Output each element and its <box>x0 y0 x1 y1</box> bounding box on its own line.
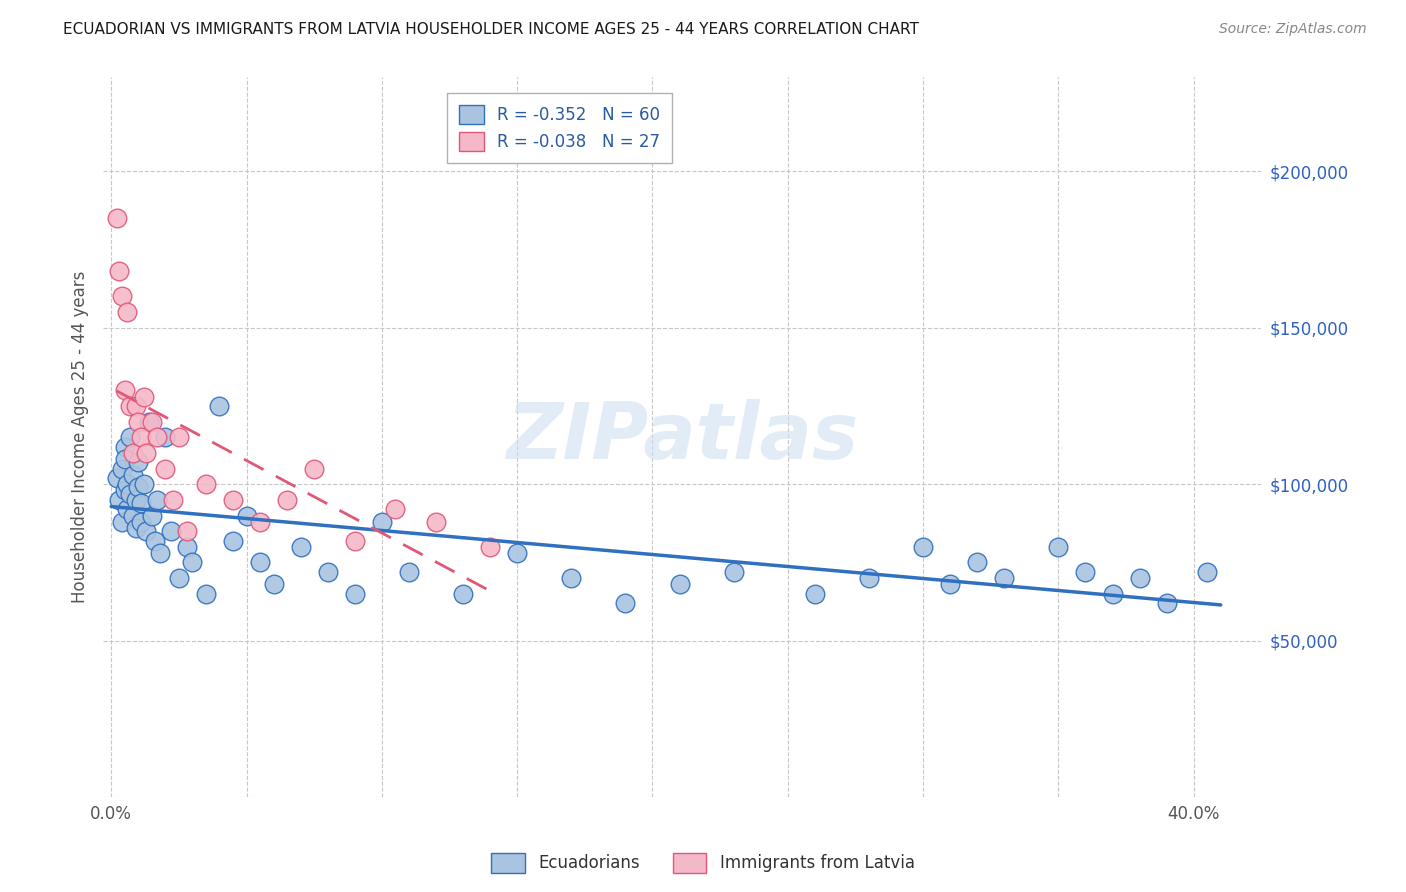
Point <box>120 399 142 413</box>
Text: ZIPatlas: ZIPatlas <box>506 400 859 475</box>
Legend: R = -0.352   N = 60, R = -0.038   N = 27: R = -0.352 N = 60, R = -0.038 N = 27 <box>447 93 672 163</box>
Point <box>117 305 139 319</box>
Point <box>993 571 1015 585</box>
Point <box>1197 565 1219 579</box>
Point <box>114 384 136 398</box>
Point <box>117 502 139 516</box>
Text: Source: ZipAtlas.com: Source: ZipAtlas.com <box>1219 22 1367 37</box>
Point <box>290 540 312 554</box>
Point <box>129 430 152 444</box>
Point <box>124 521 146 535</box>
Point <box>723 565 745 579</box>
Point <box>143 533 166 548</box>
Point <box>668 577 690 591</box>
Point <box>939 577 962 591</box>
Point <box>108 492 131 507</box>
Point <box>181 556 204 570</box>
Point <box>129 496 152 510</box>
Point <box>276 492 298 507</box>
Point <box>132 390 155 404</box>
Point <box>167 571 190 585</box>
Point <box>222 533 245 548</box>
Point <box>371 515 394 529</box>
Point <box>122 446 145 460</box>
Point <box>111 289 134 303</box>
Point <box>1129 571 1152 585</box>
Point <box>114 483 136 498</box>
Point <box>162 492 184 507</box>
Point <box>194 477 217 491</box>
Point <box>120 486 142 500</box>
Point <box>122 508 145 523</box>
Point <box>127 415 149 429</box>
Point <box>149 546 172 560</box>
Point <box>138 415 160 429</box>
Point <box>235 508 257 523</box>
Y-axis label: Householder Income Ages 25 - 44 years: Householder Income Ages 25 - 44 years <box>72 271 89 604</box>
Point <box>398 565 420 579</box>
Point <box>560 571 582 585</box>
Point <box>146 430 169 444</box>
Point <box>384 502 406 516</box>
Point <box>117 477 139 491</box>
Point <box>1074 565 1097 579</box>
Point <box>222 492 245 507</box>
Point <box>114 452 136 467</box>
Point <box>858 571 880 585</box>
Point <box>249 515 271 529</box>
Point <box>105 211 128 226</box>
Point <box>343 587 366 601</box>
Point <box>135 524 157 538</box>
Point <box>114 440 136 454</box>
Point <box>966 556 988 570</box>
Point <box>120 430 142 444</box>
Point <box>506 546 529 560</box>
Point <box>343 533 366 548</box>
Point <box>132 477 155 491</box>
Point <box>176 524 198 538</box>
Point <box>167 430 190 444</box>
Point <box>124 399 146 413</box>
Point <box>614 596 637 610</box>
Point <box>263 577 285 591</box>
Point <box>249 556 271 570</box>
Point <box>124 492 146 507</box>
Point <box>194 587 217 601</box>
Point <box>129 515 152 529</box>
Point <box>122 467 145 482</box>
Point <box>479 540 502 554</box>
Point <box>155 461 177 475</box>
Point <box>316 565 339 579</box>
Point <box>141 508 163 523</box>
Point <box>176 540 198 554</box>
Point <box>108 264 131 278</box>
Point <box>127 480 149 494</box>
Legend: Ecuadorians, Immigrants from Latvia: Ecuadorians, Immigrants from Latvia <box>485 847 921 880</box>
Point <box>127 455 149 469</box>
Point <box>302 461 325 475</box>
Point <box>159 524 181 538</box>
Point <box>912 540 935 554</box>
Point <box>111 515 134 529</box>
Text: ECUADORIAN VS IMMIGRANTS FROM LATVIA HOUSEHOLDER INCOME AGES 25 - 44 YEARS CORRE: ECUADORIAN VS IMMIGRANTS FROM LATVIA HOU… <box>63 22 920 37</box>
Point <box>146 492 169 507</box>
Point <box>1101 587 1123 601</box>
Point <box>141 415 163 429</box>
Point <box>451 587 474 601</box>
Point <box>1156 596 1178 610</box>
Point <box>1047 540 1070 554</box>
Point <box>111 461 134 475</box>
Point <box>105 471 128 485</box>
Point <box>804 587 827 601</box>
Point <box>155 430 177 444</box>
Point <box>425 515 447 529</box>
Point <box>135 446 157 460</box>
Point <box>208 399 231 413</box>
